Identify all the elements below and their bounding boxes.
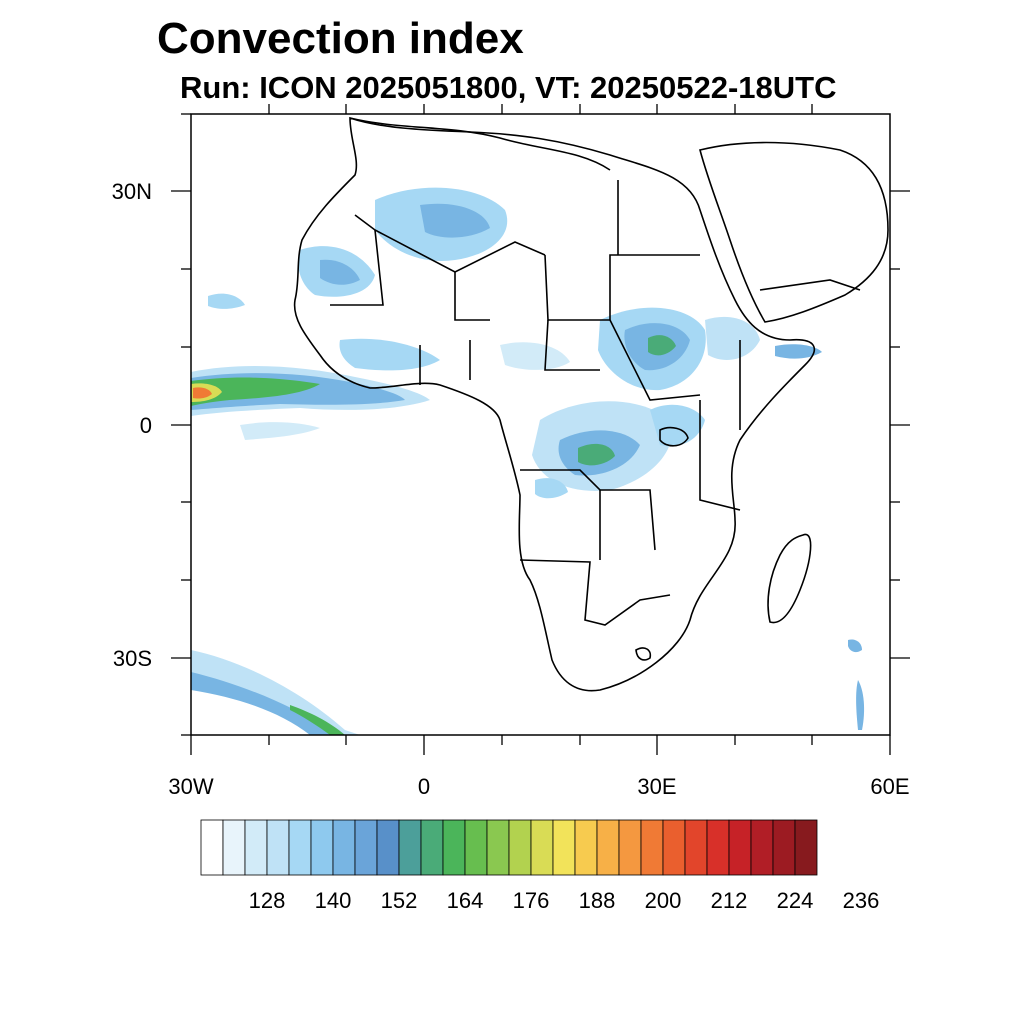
- colorbar-swatch: [530, 819, 554, 876]
- lake-region-patch: [650, 404, 705, 447]
- southern-band-green: [290, 705, 345, 735]
- colorbar-swatch: [288, 819, 312, 876]
- somalia-patch: [775, 344, 822, 359]
- lat-label-30n: 30N: [111, 179, 152, 204]
- congo-green: [578, 443, 615, 466]
- colorbar-swatch: [420, 819, 444, 876]
- sudan-green: [648, 335, 676, 356]
- colorbar-swatch: [200, 819, 224, 876]
- colorbar-swatch: [332, 819, 356, 876]
- ethiopia-patch: [705, 316, 760, 360]
- lake-victoria: [659, 426, 689, 447]
- colorbar-swatch: [244, 819, 268, 876]
- colorbar-swatch: [266, 819, 290, 876]
- colorbar-tick-label: 164: [446, 888, 484, 913]
- border-9: [519, 559, 671, 626]
- colorbar-tick-label: 140: [314, 888, 352, 913]
- axis-ticks: [171, 104, 910, 755]
- colorbar-swatch: [596, 819, 620, 876]
- colorbar-swatch: [354, 819, 378, 876]
- lat-label-0: 0: [139, 413, 152, 438]
- lesotho: [635, 647, 652, 661]
- lon-label-30e: 30E: [637, 774, 677, 799]
- colorbar-swatch: [376, 819, 400, 876]
- colorbar-tick-label: 200: [644, 888, 682, 913]
- angola-patch: [535, 478, 568, 499]
- africa-coastline: [293, 116, 816, 692]
- indian-ocean-strip: [856, 680, 865, 730]
- colorbar-swatch: [398, 819, 422, 876]
- indian-ocean-patch: [848, 639, 862, 653]
- itcz-tail: [240, 422, 320, 440]
- colorbar-swatch: [640, 819, 664, 876]
- colorbar-swatch: [442, 819, 466, 876]
- colorbar-swatch: [486, 819, 510, 876]
- mediterranean-coast: [349, 117, 611, 171]
- colorbar-swatch: [706, 819, 730, 876]
- nigeria-patch: [500, 342, 570, 370]
- colorbar-tick-label: 152: [380, 888, 418, 913]
- guinea-patch: [339, 338, 440, 371]
- map-title: Convection index: [157, 14, 524, 63]
- border-6: [544, 319, 600, 371]
- itcz-band-green: [191, 377, 320, 406]
- border-7: [609, 319, 701, 401]
- map-subtitle: Run: ICON 2025051800, VT: 20250522-18UTC: [180, 70, 837, 105]
- border-15: [759, 279, 861, 291]
- border-3: [544, 254, 700, 321]
- colorbar-swatch: [508, 819, 532, 876]
- coast-patch: [208, 293, 245, 309]
- colorbar-tick-label: 236: [842, 888, 880, 913]
- border-11: [699, 400, 741, 511]
- colorbar-swatch: [464, 819, 488, 876]
- colorbar-swatch: [310, 819, 334, 876]
- colorbar-swatch: [772, 819, 796, 876]
- colorbar-swatch: [662, 819, 686, 876]
- madagascar-coastline: [767, 533, 812, 624]
- mauritania-inner: [320, 259, 360, 285]
- coastlines: [293, 116, 889, 692]
- colorbar-swatch: [574, 819, 598, 876]
- colorbar-swatch: [794, 819, 818, 876]
- colorbar-swatch: [728, 819, 752, 876]
- lon-label-60e: 60E: [870, 774, 910, 799]
- colorbar-tick-label: 176: [512, 888, 550, 913]
- colorbar-swatch: [750, 819, 774, 876]
- lat-label-30s: 30S: [112, 646, 152, 671]
- colorbar-swatch: [618, 819, 642, 876]
- colorbar-tick-label: 128: [248, 888, 286, 913]
- border-5: [454, 272, 490, 321]
- colorbar-tick-label: 224: [776, 888, 814, 913]
- border-2: [330, 229, 384, 306]
- lon-label-30w: 30W: [168, 774, 214, 799]
- colorbar-swatch: [222, 819, 246, 876]
- arabia-coastline: [699, 141, 889, 323]
- southern-band-mid: [191, 672, 340, 735]
- southern-band-light: [191, 650, 360, 735]
- sahara-patch-inner: [420, 203, 490, 238]
- colorbar-tick-label: 212: [710, 888, 748, 913]
- colorbar: [200, 819, 818, 876]
- colorbar-swatch: [684, 819, 708, 876]
- colorbar-tick-label: 188: [578, 888, 616, 913]
- itcz-core-orange: [193, 387, 212, 399]
- convection-field: [191, 187, 865, 735]
- lon-label-0: 0: [417, 774, 431, 799]
- colorbar-swatch: [552, 819, 576, 876]
